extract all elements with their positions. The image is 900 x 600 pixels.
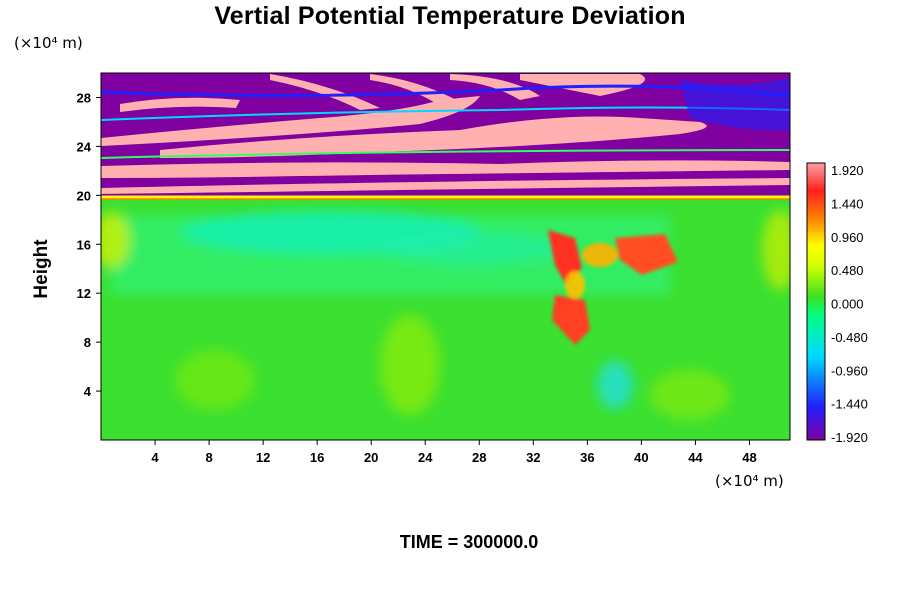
colorbar-label: 1.920 [831, 163, 864, 178]
x-tick-label: 44 [688, 450, 703, 465]
stratosphere-band-warm [120, 97, 240, 112]
stratosphere-band-warm [450, 74, 540, 100]
x-tick-label: 20 [364, 450, 378, 465]
warm-anomaly-patch [552, 295, 590, 345]
colorbar-label: 1.440 [831, 196, 864, 211]
x-tick-label: 4 [151, 450, 159, 465]
y-tick-label: 16 [77, 237, 91, 252]
stratosphere-band-warm [101, 96, 480, 146]
y-axis-unit: (×10⁴ m) [14, 34, 83, 52]
colorbar-label: 0.480 [831, 263, 864, 278]
y-axis-ticks: 4 8 12 16 20 24 28 [77, 90, 101, 399]
stratosphere-band-warm [160, 116, 707, 158]
stratosphere-band-warm [270, 74, 380, 110]
x-axis-ticks: 4 8 12 16 20 24 28 32 36 40 44 48 [151, 440, 757, 465]
x-tick-label: 32 [526, 450, 540, 465]
colorbar-label: -1.440 [831, 397, 868, 412]
y-tick-label: 28 [77, 90, 91, 105]
colorbar-label: 0.960 [831, 230, 864, 245]
warm-anomaly-patch [615, 234, 678, 275]
x-tick-label: 24 [418, 450, 433, 465]
x-tick-label: 36 [580, 450, 594, 465]
stratosphere-band-warm [101, 178, 790, 194]
colorbar [806, 162, 826, 441]
colorbar-label: 0.000 [831, 297, 864, 312]
x-tick-label: 16 [310, 450, 324, 465]
chart-title: Vertial Potential Temperature Deviation [214, 2, 686, 30]
colorbar-label: -0.480 [831, 330, 868, 345]
cool-patch [380, 232, 560, 264]
time-annotation: TIME = 300000.0 [399, 532, 539, 552]
warm-patch [175, 350, 255, 410]
y-tick-label: 20 [77, 188, 91, 203]
x-axis-unit: (×10⁴ m) [715, 472, 784, 490]
y-tick-label: 12 [77, 286, 91, 301]
warm-anomaly-patch [565, 271, 585, 299]
y-tick-label: 8 [84, 335, 91, 350]
warm-patch [762, 210, 790, 290]
x-tick-label: 28 [472, 450, 486, 465]
stratosphere-band-warm [370, 74, 460, 106]
colorbar-label: -0.960 [831, 363, 868, 378]
warm-patch [650, 370, 730, 420]
x-tick-label: 48 [742, 450, 756, 465]
colorbar-label: -1.920 [831, 430, 868, 445]
stratosphere-band-edge [680, 78, 790, 131]
y-tick-label: 4 [84, 384, 92, 399]
heatmap-field [101, 73, 790, 440]
stratosphere-band-warm [101, 160, 790, 178]
plot-frame [100, 72, 791, 441]
colorbar-ticks: 1.920 1.440 0.960 0.480 0.000 -0.480 -0.960 -1.… [831, 163, 868, 445]
warm-anomaly-patch [582, 243, 618, 267]
warm-patch [101, 212, 130, 268]
cool-patch [597, 361, 633, 409]
x-tick-label: 8 [205, 450, 212, 465]
warm-patch [380, 315, 440, 415]
x-tick-label: 12 [256, 450, 270, 465]
x-tick-label: 40 [634, 450, 648, 465]
y-tick-label: 24 [77, 139, 92, 154]
stratosphere-band-edge [101, 149, 790, 159]
